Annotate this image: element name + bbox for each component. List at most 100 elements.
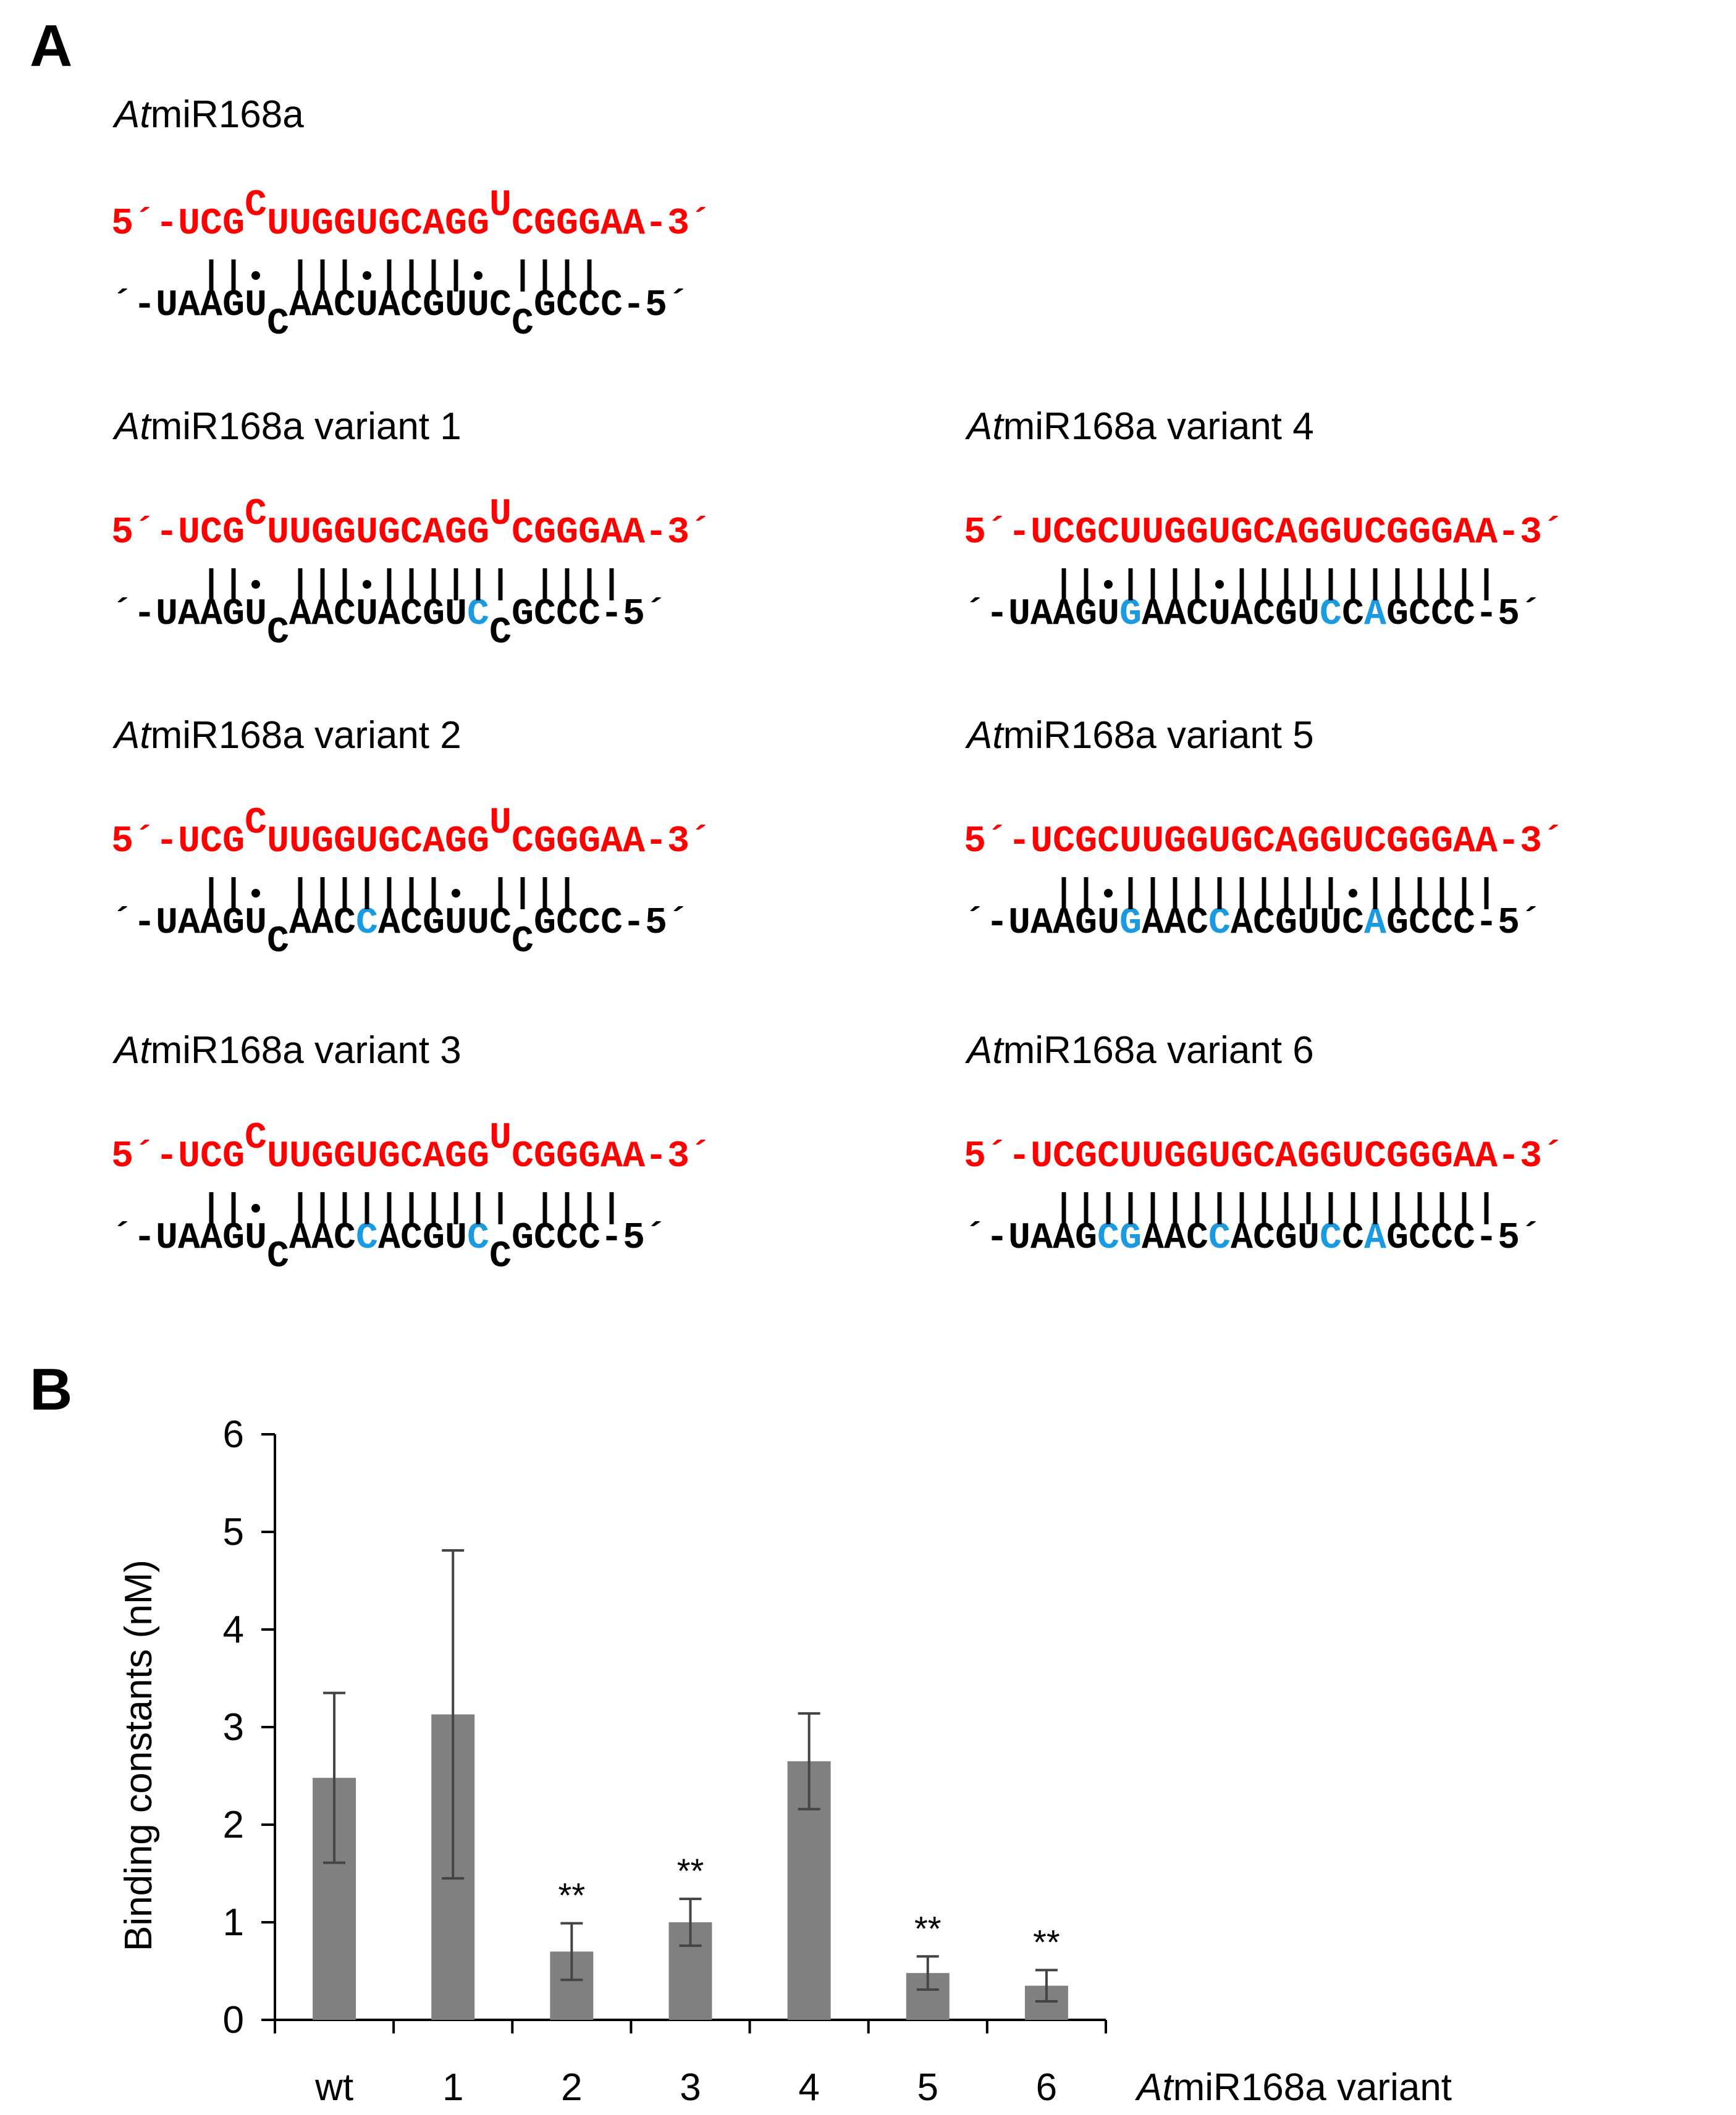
top-prefix: 5´-: [111, 821, 178, 863]
duplex-variant-3: 5´-UCGCUUGGUGCAGGUCGGGAA-3´3´-UAAGUCAACC…: [111, 1118, 712, 1272]
top-segment-2: UUGGUGCAGG: [267, 1136, 489, 1178]
top-segment-2: UUGGUGCAGG: [267, 512, 489, 554]
bulge-base-6: C: [489, 1236, 512, 1272]
top-segment-2: UUGGUGCAGG: [267, 821, 489, 863]
bottom-segment-2: AACUACGU: [1142, 594, 1320, 636]
top-suffix: -3´: [645, 821, 712, 863]
bottom-suffix: -5´: [600, 1217, 667, 1259]
top-suffix: -3´: [1498, 1136, 1564, 1178]
x-tick-label: 2: [561, 2066, 582, 2109]
bottom-segment-0: UAAGU: [156, 285, 267, 327]
mutation-base-3: C: [467, 594, 489, 636]
gu-wobble-pair: [251, 271, 260, 280]
mutation-base-1: G: [1119, 594, 1142, 636]
mutation-base-3: C: [356, 902, 378, 944]
top-suffix: -3´: [1498, 512, 1564, 554]
top-suffix: -3´: [645, 203, 712, 245]
bulge-base-5: C: [512, 921, 534, 957]
error-bar: [1035, 1969, 1058, 2003]
gu-wobble-pair: [251, 580, 260, 589]
error-bar: [798, 1712, 820, 1810]
bottom-segment-0: UAAGU: [156, 594, 267, 636]
gu-wobble-pair: [1104, 889, 1113, 898]
y-axis: 0 1 2 3 4 5 6: [223, 1413, 276, 2041]
bottom-suffix: -5´: [623, 285, 689, 327]
block-title-wt: AtmiR168a: [114, 93, 304, 137]
bulge-base-1: C: [267, 612, 289, 649]
top-segment-0: UCG: [178, 512, 245, 554]
title-italic: At: [114, 405, 151, 448]
bulge-base-1: C: [267, 303, 289, 340]
mutation-base-3: C: [356, 1217, 378, 1259]
top-suffix: -3´: [1498, 821, 1564, 863]
title-italic: At: [114, 714, 151, 757]
bottom-suffix: -5´: [623, 902, 689, 944]
title-rest: miR168a variant 2: [150, 714, 461, 757]
error-bar: [442, 1549, 465, 1880]
bulge-base-3: U: [489, 494, 512, 536]
mutation-base-1: CG: [1097, 1217, 1142, 1259]
top-prefix: 5´-: [111, 1136, 178, 1178]
error-bar: [916, 1955, 939, 1991]
x-tick-label: 4: [798, 2066, 819, 2109]
block-title-v6: AtmiR168a variant 6: [967, 1028, 1314, 1072]
y-tick-label: 2: [223, 1804, 244, 1846]
block-title-v4: AtmiR168a variant 4: [967, 405, 1314, 448]
gu-wobble-pair: [474, 271, 482, 280]
gu-wobble-pair: [452, 889, 460, 898]
bulge-base-3: C: [512, 303, 534, 340]
bottom-segment-4: ACGU: [378, 1217, 467, 1259]
gu-wobble-pair: [363, 580, 371, 589]
bottom-segment-7: GCCC: [512, 1217, 600, 1259]
title-rest: miR168a variant 1: [150, 405, 461, 448]
bottom-prefix: 3´-: [111, 902, 156, 944]
top-segment-4: CGGGAA: [512, 1136, 645, 1178]
bottom-segment-8: GCCC: [1386, 1217, 1475, 1259]
x-tick-label: wt: [314, 2066, 353, 2109]
bottom-prefix: 3´-: [111, 1217, 156, 1259]
bottom-suffix: -5´: [1475, 594, 1542, 636]
bottom-segment-4: ACGUUC: [1231, 902, 1364, 944]
bottom-segment-0: UAAGU: [1008, 594, 1119, 636]
top-prefix: 5´-: [111, 203, 178, 245]
y-tick-label: 4: [223, 1608, 244, 1651]
bottom-segment-4: GCCC: [534, 285, 623, 327]
binding-constants-chart: 0 1 2 3 4 5 6 wt 1 2 3 4 5 6 ** ** ** ** Binding consta…: [117, 1413, 1452, 2109]
bottom-prefix: 3´-: [964, 594, 1008, 636]
significance-marker: **: [677, 1851, 704, 1890]
duplex-variant-1: 5´-UCGCUUGGUGCAGGUCGGGAA-3´3´-UAAGUCAACU…: [111, 494, 712, 649]
y-tick-label: 1: [223, 1901, 244, 1944]
bulge-base-3: U: [489, 1118, 512, 1159]
duplex-variant-4: 5´-UCGCUUGGUGCAGGUCGGGAA-3´ 3´-UAAGUGAACU…: [964, 512, 1564, 636]
bottom-segment-0: UAAGU: [156, 902, 267, 944]
gu-wobble-pair: [251, 889, 260, 898]
mutation-base-3: C: [1208, 1217, 1231, 1259]
significance-marker: **: [558, 1876, 586, 1915]
bottom-segment-6: GCCC: [1386, 594, 1475, 636]
top-segment-4: CGGGAA: [512, 203, 645, 245]
top-segment-0: UCGCUUGGUGCAGGUCGGGAA: [1030, 1136, 1498, 1178]
bottom-segment-4: ACGU: [1231, 1217, 1320, 1259]
bottom-segment-4: ACGUUC: [378, 902, 512, 944]
top-prefix: 5´-: [964, 821, 1030, 863]
bottom-segment-6: GCCC: [1386, 902, 1475, 944]
title-rest: miR168a variant 4: [1003, 405, 1314, 448]
bottom-suffix: -5´: [1475, 902, 1542, 944]
top-segment-0: UCG: [178, 1136, 245, 1178]
bottom-segment-0: UAAG: [1008, 1217, 1097, 1259]
top-segment-0: UCGCUUGGUGCAGGUCGGGAA: [1030, 821, 1498, 863]
title-rest: miR168a variant 6: [1003, 1029, 1314, 1072]
duplex-variant-5: 5´-UCGCUUGGUGCAGGUCGGGAA-3´ 3´-UAAGUGAACC…: [964, 821, 1564, 944]
gu-wobble-pair: [251, 1204, 260, 1213]
gu-wobble-pair: [1104, 580, 1113, 589]
bottom-segment-0: UAAGU: [1008, 902, 1119, 944]
y-tick-label: 3: [223, 1706, 244, 1749]
bulge-base-1: C: [267, 921, 289, 957]
title-italic: At: [114, 93, 151, 136]
block-title-v1: AtmiR168a variant 1: [114, 405, 461, 448]
x-axis: wt 1 2 3 4 5 6: [274, 2019, 1107, 2109]
gu-wobble-pair: [1215, 580, 1224, 589]
bottom-prefix: 3´-: [111, 594, 156, 636]
top-segment-0: UCG: [178, 203, 245, 245]
bars: ** ** ** **: [313, 1549, 1068, 2020]
